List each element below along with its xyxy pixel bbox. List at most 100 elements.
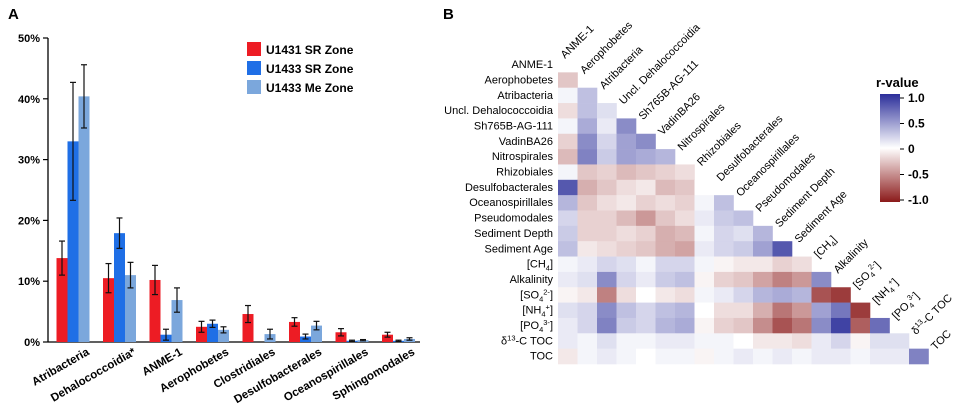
heatmap-cell	[597, 287, 617, 303]
heatmap-cell	[636, 271, 656, 288]
heatmap-cell	[577, 103, 598, 119]
heatmap-cell	[733, 210, 754, 227]
heatmap-cell	[577, 271, 598, 288]
heatmap-cell	[733, 333, 754, 349]
heatmap-cell	[616, 317, 637, 334]
heatmap-cell	[792, 287, 812, 303]
heatmap-cell	[558, 225, 578, 242]
heatmap-cell	[772, 256, 793, 273]
heatmap-cell	[870, 317, 890, 334]
heatmap-cell	[675, 179, 695, 196]
heatmap-cell	[616, 302, 637, 319]
heatmap-cell	[597, 103, 617, 119]
heatmap-cell	[694, 256, 715, 273]
heatmap-cell	[597, 179, 617, 196]
heatmap-cell	[811, 317, 832, 334]
heatmap-cell	[889, 348, 910, 365]
heatmap-cell	[772, 271, 793, 288]
column-label: TOC	[929, 328, 954, 353]
heatmap-cell	[675, 241, 695, 257]
heatmap-cell	[636, 210, 656, 227]
heatmap-cell	[753, 256, 773, 273]
heatmap-cell	[577, 164, 598, 181]
heatmap-cell	[694, 348, 715, 365]
column-label: Pseudomodales	[754, 150, 819, 215]
panel-label-b: B	[443, 6, 454, 23]
legend-tick-label: -1.0	[908, 193, 929, 207]
heatmap-cell	[655, 302, 676, 319]
heatmap-cell	[772, 287, 793, 303]
heatmap-cell	[577, 302, 598, 319]
heatmap-cell	[558, 195, 578, 211]
x-category-label: Desulfobacterales	[232, 346, 324, 406]
column-label: Sh765B-AG-111	[637, 58, 701, 122]
heatmap-cell	[577, 179, 598, 196]
heatmap-cell	[577, 317, 598, 334]
heatmap-cell	[558, 164, 578, 181]
heatmap-cell	[772, 302, 793, 319]
heatmap-cell	[850, 333, 871, 349]
heatmap-cell	[636, 164, 656, 181]
heatmap-cell	[636, 317, 656, 334]
heatmap-cell	[558, 302, 578, 319]
legend-ticks: 1.0 0.5 0 -0.5 -1.0	[900, 91, 929, 207]
heatmap-cell	[577, 225, 598, 242]
row-label: [NH4​+​]	[522, 303, 553, 319]
heatmap-cell	[675, 210, 695, 227]
heatmap-cell	[714, 210, 734, 227]
heatmap-cell	[655, 348, 676, 365]
column-label: [CH4​]	[812, 234, 840, 262]
heatmap-cell	[577, 256, 598, 273]
heatmap-cell	[597, 133, 617, 150]
heatmap-cell	[655, 210, 676, 227]
y-tick-label: 0%	[24, 337, 40, 349]
legend: U1431 SR Zone U1433 SR Zone U1433 Me Zone	[247, 42, 354, 95]
heatmap-cell	[597, 225, 617, 242]
heatmap-cell	[577, 87, 598, 104]
heatmap-cell	[636, 256, 656, 273]
heatmap-cell	[714, 271, 734, 288]
heatmap-cells	[558, 72, 929, 365]
y-tick-label: 40%	[18, 94, 40, 106]
heatmap-cell	[655, 241, 676, 257]
heatmap-cell	[636, 133, 656, 150]
heatmap-cell	[753, 333, 773, 349]
heatmap-cell	[792, 302, 812, 319]
heatmap-cell	[558, 72, 578, 88]
heatmap-cell	[558, 241, 578, 257]
heatmap-cell	[655, 195, 676, 211]
heatmap-cell	[714, 287, 734, 303]
heatmap-cell	[714, 225, 734, 242]
heatmap-cell	[772, 241, 793, 257]
row-label: δ13​-C TOC	[501, 333, 553, 347]
heatmap-cell	[753, 302, 773, 319]
bar	[56, 258, 68, 342]
heatmap-cell	[597, 256, 617, 273]
heatmap-cell	[850, 317, 871, 334]
bar	[149, 279, 161, 342]
heatmap-cell	[850, 302, 871, 319]
heatmap-cell	[655, 271, 676, 288]
heatmap-cell	[831, 302, 851, 319]
heatmap-cell	[558, 149, 578, 165]
legend-title: r-value	[876, 75, 919, 90]
heatmap-cell	[714, 195, 734, 211]
column-label: [SO4​2-​]	[850, 258, 885, 293]
heatmap-cell	[558, 287, 578, 303]
heatmap-cell	[733, 256, 754, 273]
row-label: TOC	[530, 351, 553, 363]
row-label: Aerophobetes	[485, 74, 554, 86]
row-label: [CH4​]	[527, 259, 553, 273]
heatmap-cell	[714, 348, 734, 365]
heatmap-cell	[811, 287, 832, 303]
heatmap-cell	[597, 348, 617, 365]
heatmap-cell	[792, 271, 812, 288]
heatmap-cell	[616, 225, 637, 242]
heatmap-cell	[831, 333, 851, 349]
heatmap-cell	[636, 348, 656, 365]
heatmap-cell	[675, 195, 695, 211]
heatmap-cell	[811, 348, 832, 365]
heatmap-cell	[616, 241, 637, 257]
